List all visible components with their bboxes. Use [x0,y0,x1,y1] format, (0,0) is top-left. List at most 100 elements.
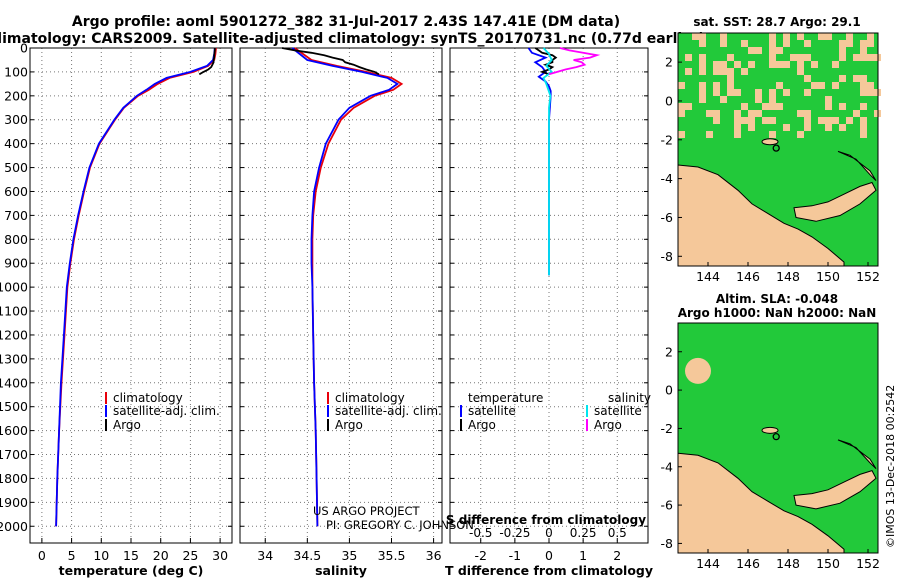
y-tick-label: 600 [4,184,28,199]
cloud-pixel [825,33,832,40]
new-guinea-land [677,164,845,267]
difference-profile-panel: -2 -1 0 1 2 -0.5 -0.25 0 0.25 0.5 T difference fro… [445,47,653,578]
cloud-pixel [818,33,825,40]
y-tick-label: 500 [4,160,28,175]
cloud-pixel [769,40,776,47]
cloud-pixel [734,124,741,131]
new-ireland-land [837,439,877,470]
temperature-legend: climatology satellite-adj. clim. Argo [105,391,220,432]
cloud-pixel [720,61,727,68]
cloud-pixel [804,75,811,82]
cloud-pixel [797,131,804,138]
map-x-tick-label: 146 [736,269,760,284]
cloud-pixel [825,96,832,103]
series-line-satellite-adj-clim- [291,47,400,527]
cloud-pixel [769,131,776,138]
cloud-pixel [769,117,776,124]
x-tick-label: 20 [153,548,169,563]
cloud-pixel [839,75,846,82]
cloud-pixel [748,124,755,131]
cloud-pixel [846,117,853,124]
series-line-satellite-adj-clim- [55,47,216,527]
map-frame [677,322,879,554]
cloud-pixel [804,124,811,131]
map-y-tick-label: -2 [661,132,673,147]
land-patch [685,357,711,384]
map-y-tick-label: -4 [661,459,674,474]
map-y-tick-label: 2 [665,55,673,70]
map-y-tick-label: -4 [661,171,674,186]
cloud-pixel [741,103,748,110]
x-tick-label: -2 [474,548,486,563]
cloud-pixel [853,75,860,82]
cloud-pixel [769,89,776,96]
float-position-marker [772,433,780,441]
y-tick-label: 1700 [0,447,28,462]
x-tick-label: 36 [426,548,442,563]
diff-legend-temperature-heading: temperature [468,391,543,405]
cloud-pixel [734,89,741,96]
y-tick-label: 700 [4,208,28,223]
plot-frame [239,47,443,544]
cloud-pixel [867,40,874,47]
y-tick-label: 1500 [0,399,28,414]
cloud-pixel [804,110,811,117]
cloud-pixel [860,124,867,131]
x-axis-label: T difference from climatology [445,563,653,578]
cloud-pixel [748,117,755,124]
cloud-pixel [811,82,818,89]
cloud-pixel [699,61,706,68]
cloud-pixel [706,131,713,138]
map-x-tick-label: 148 [776,556,800,571]
cloud-pixel [860,82,867,89]
cloud-pixel [825,124,832,131]
diff-legend-sal-argo: Argo [594,418,622,432]
cloud-pixel [727,54,734,61]
y-tick-label: 1600 [0,423,28,438]
y-tick-label: 1900 [0,495,28,510]
cloud-pixel [804,54,811,61]
temp-legend-climatology: climatology [113,391,183,405]
cloud-pixel [860,103,867,110]
cloud-pixel [692,33,699,40]
y-tick-label: 1400 [0,375,28,390]
temperature-profile-panel: 0 5 10 15 20 25 30 temperature (deg C) 0 100 200 30… [0,41,233,578]
cloud-pixel [720,96,727,103]
cloud-pixel [713,110,720,117]
cloud-pixel [755,110,762,117]
cloud-pixel [720,40,727,47]
map-x-tick-label: 152 [856,269,880,284]
cloud-pixel [825,117,832,124]
cloud-pixel [734,61,741,68]
cloud-pixel [769,103,776,110]
x-tick-label: 15 [123,548,139,563]
cloud-pixel [678,103,685,110]
map-x-tick-label: 152 [856,556,880,571]
cloud-pixel [720,68,727,75]
cloud-pixel [699,68,706,75]
cloud-pixel [734,110,741,117]
credit-us-argo: US ARGO PROJECT [313,504,421,518]
cloud-pixel [769,54,776,61]
cloud-pixel [783,40,790,47]
y-tick-label: 900 [4,256,28,271]
x-tick-label: -1 [509,548,521,563]
cloud-pixel [685,68,692,75]
x-tick-label: 35.5 [378,548,406,563]
credit-pi: PI: GREGORY C. JOHNSON [326,518,474,532]
x-axis-label: temperature (deg C) [59,563,204,578]
cloud-pixel [804,89,811,96]
new-guinea-land [677,452,845,554]
new-britain-land [793,469,877,510]
cloud-pixel [741,117,748,124]
cloud-pixel [867,82,874,89]
x-tick-label: 5 [68,548,76,563]
cloud-pixel [860,75,867,82]
cloud-pixel [748,110,755,117]
map-x-tick-label: 144 [696,269,720,284]
cloud-pixel [797,33,804,40]
x-tick-label: 30 [212,548,228,563]
cloud-pixel [699,33,706,40]
cloud-pixel [776,82,783,89]
